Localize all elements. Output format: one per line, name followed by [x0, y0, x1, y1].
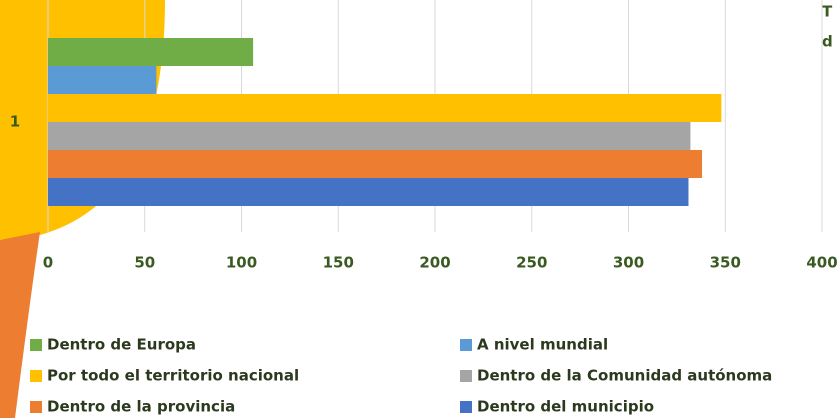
bar: [48, 94, 721, 122]
title-fragment: T: [822, 3, 833, 21]
x-tick-label: 150: [323, 254, 354, 272]
x-tick-label: 200: [419, 254, 450, 272]
x-tick-label: 0: [43, 254, 53, 272]
legend-swatch: [460, 401, 472, 413]
x-tick-label: 400: [806, 254, 837, 272]
x-tick-label: 50: [134, 254, 155, 272]
x-tick-label: 300: [613, 254, 644, 272]
bar: [48, 38, 253, 66]
legend-swatch: [460, 339, 472, 351]
bar: [48, 178, 688, 206]
bar: [48, 122, 690, 150]
legend-label: Por todo el territorio nacional: [47, 367, 299, 385]
x-tick-label: 250: [516, 254, 547, 272]
x-tick-label: 100: [226, 254, 257, 272]
chart: T d 0 50 100 150 200 250 300 350 400 1 Dentro de E…: [0, 0, 840, 418]
legend-swatch: [460, 370, 472, 382]
x-tick-label: 350: [710, 254, 741, 272]
title-fragment: d: [822, 33, 833, 51]
legend-label: Dentro del municipio: [477, 398, 654, 416]
legend-swatch: [30, 370, 42, 382]
bar: [48, 150, 702, 178]
legend-label: A nivel mundial: [477, 336, 608, 354]
decor-orange: [0, 232, 40, 418]
legend-swatch: [30, 401, 42, 413]
legend-label: Dentro de la Comunidad autónoma: [477, 367, 772, 385]
legend-swatch: [30, 339, 42, 351]
legend-label: Dentro de la provincia: [47, 398, 235, 416]
y-tick-label: 1: [10, 113, 20, 131]
bar: [48, 66, 156, 94]
legend-label: Dentro de Europa: [47, 336, 196, 354]
